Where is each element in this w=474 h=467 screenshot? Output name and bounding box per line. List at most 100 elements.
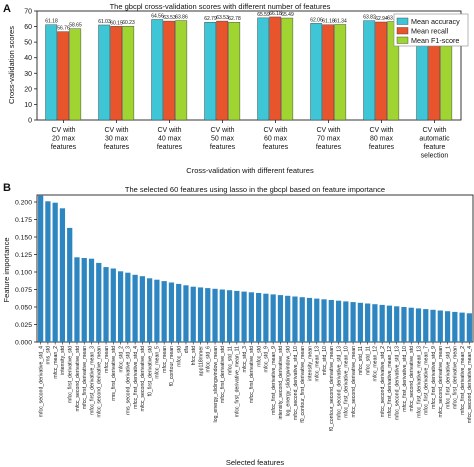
data-label: 62.79 (204, 16, 217, 22)
bar (168, 282, 175, 342)
bar (401, 307, 407, 342)
x-tick-label: features (263, 144, 289, 151)
x-tick-label: CV with (210, 127, 234, 134)
y-tick-label: 0.125 (15, 252, 32, 259)
bar (375, 21, 388, 121)
x-tick-label: hfcc_std (191, 346, 197, 365)
bar (117, 271, 124, 342)
bar (226, 290, 233, 342)
bar (310, 23, 323, 121)
x-tick-label: mfcc_std_11 (227, 346, 233, 375)
panel-b-letter: B (3, 182, 11, 194)
x-tick-label: CV with (316, 127, 340, 134)
x-tick-label: CV with (51, 127, 75, 134)
x-tick-label: CV with (422, 127, 446, 134)
x-tick-label: mfcc_first_derivative_mean (453, 346, 459, 409)
x-tick-label: mfcc_second_derivative_std_4 (38, 346, 44, 417)
bar (216, 20, 229, 121)
y-tick-label: 30 (24, 71, 32, 78)
bar (394, 306, 400, 342)
y-tick-label: 0.050 (15, 305, 32, 312)
x-tick-label: mfcc_second_derivative_mean_4 (467, 346, 473, 423)
bar (281, 17, 294, 121)
data-label: 63.25 (387, 16, 400, 22)
bar (151, 19, 164, 121)
bar (379, 304, 385, 342)
bar (350, 302, 356, 342)
x-tick-label: mfcc_first_derivative_mean (82, 346, 88, 409)
x-tick-label: mfcc_std_11 (358, 346, 364, 375)
x-tick-label: mfcc_first_derivative_mean_7 (424, 346, 430, 415)
x-tick-label: features (369, 144, 395, 151)
bar (122, 26, 135, 121)
bar (423, 309, 429, 342)
x-tick-label: 20 max (52, 136, 75, 143)
x-tick-label: CV with (157, 127, 181, 134)
y-tick-label: 0 (28, 118, 32, 125)
bar (343, 301, 349, 342)
x-tick-label: features (210, 144, 236, 151)
x-tick-label: rms_std (46, 346, 52, 365)
bar (437, 310, 443, 342)
y-tick-label: 40 (24, 55, 32, 62)
y-tick-label: 10 (24, 102, 32, 109)
x-tick-label: intensity_mean (307, 346, 313, 381)
x-tick-label: 80 max (370, 136, 393, 143)
x-tick-label: rms_first_derivative_std (111, 346, 117, 401)
y-tick-label: 0.175 (15, 217, 32, 224)
bar (228, 22, 241, 121)
bar (285, 295, 291, 342)
panel-a-y-ticks: 0 10 20 30 40 50 60 70 (24, 9, 37, 125)
data-label: 56.76 (57, 26, 70, 32)
panel-a-x-axis-label: Cross-validation with different features (186, 166, 314, 175)
bar (176, 283, 182, 342)
panel-b-x-axis-label: Selected features (226, 458, 285, 467)
x-tick-label: mfcc_first_derivative_mean_12 (387, 346, 393, 418)
data-label: 66.18 (269, 11, 282, 17)
x-tick-label: mfcc_mean (104, 346, 110, 373)
data-label: 63.82 (363, 15, 376, 21)
x-tick-label: mfcc_second_derivative_std (140, 346, 146, 412)
y-tick-label: 50 (24, 40, 32, 47)
x-tick-label: mfcc_first_derivative_mean_2 (460, 346, 466, 415)
x-tick-label: automatic (419, 136, 450, 143)
y-tick-label: 0.100 (15, 270, 32, 277)
bar (175, 20, 188, 121)
x-tick-label: mfcc_first_derivative_std_9 (431, 346, 437, 409)
x-tick-label: app118mmer (198, 346, 204, 376)
data-label: 62.78 (228, 16, 241, 22)
panel-a-bars (45, 16, 453, 121)
bar (52, 202, 58, 342)
x-tick-label: mfcc_mean_12 (373, 346, 379, 382)
x-tick-label: mfcc_std (256, 346, 262, 367)
x-tick-label: mfcc_mean_13 (315, 346, 321, 382)
bar (386, 305, 393, 342)
panel-a-x-ticks: CV with 20 max features CV with 30 max featur… (51, 120, 450, 160)
bar (459, 312, 465, 342)
x-tick-label: 50 max (211, 136, 234, 143)
panel-b-plot-frame (36, 194, 474, 343)
data-label: 62.06 (310, 17, 323, 23)
x-tick-label: 30 max (105, 136, 128, 143)
bar (204, 22, 217, 121)
bar (110, 268, 116, 342)
x-tick-label: mfcc_first_derivative_std_1 (445, 346, 451, 409)
x-tick-label: mfcc_second_derivative_std_13 (395, 346, 401, 420)
x-tick-label: mfcc_second_derivative_mean (351, 346, 357, 418)
legend-entry: Mean recall (411, 27, 449, 36)
data-label: 63.86 (175, 15, 188, 21)
bar (430, 309, 436, 342)
bar (256, 293, 262, 342)
data-label: 63.53 (163, 15, 176, 21)
data-label: 61.18 (45, 19, 58, 25)
bar (183, 285, 189, 342)
x-tick-label: f0_contour_first_derivative_mean (300, 346, 306, 423)
x-tick-label: mfcc_first_derivative_std (220, 346, 226, 403)
bar (98, 24, 111, 121)
x-tick-label: CV with (104, 127, 128, 134)
x-tick-label: mfcc_second_derivative_std_10 (293, 346, 299, 420)
bar (444, 311, 451, 342)
panel-a-letter: A (3, 3, 11, 15)
x-tick-label: log_energy_slidingwindow_std (286, 346, 292, 416)
bar (88, 258, 95, 342)
